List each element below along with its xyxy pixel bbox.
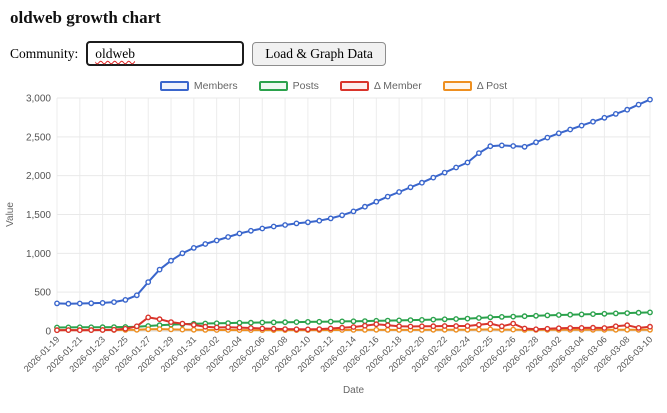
legend-item-member[interactable]: Δ Member xyxy=(339,79,422,92)
legend-swatch-posts xyxy=(258,80,288,91)
series-members[interactable] xyxy=(54,96,653,307)
community-label: Community: xyxy=(10,45,79,61)
legend-swatch-members xyxy=(159,80,189,91)
growth-chart: Members Posts Δ Member Δ Post 0 500 1,000 1,50… xyxy=(0,78,667,410)
legend-item-members[interactable]: Members xyxy=(159,79,238,92)
svg-text:1,000: 1,000 xyxy=(26,249,51,260)
legend-label-member: Δ Member xyxy=(373,79,422,92)
legend-label-posts: Posts xyxy=(292,79,319,92)
legend-label-members: Members xyxy=(193,79,238,92)
community-form: Community: oldweb Load & Graph Data xyxy=(10,41,667,66)
series-points-member[interactable] xyxy=(54,314,653,334)
legend-item-posts[interactable]: Posts xyxy=(258,79,319,92)
chart-grid xyxy=(56,97,651,332)
y-axis-title: Value xyxy=(5,202,16,227)
chart-legend: Members Posts Δ Member Δ Post xyxy=(0,78,667,93)
svg-text:2,500: 2,500 xyxy=(26,132,51,143)
legend-label-post: Δ Post xyxy=(476,79,508,92)
y-axis-tick-labels: 0 500 1,000 1,500 2,000 2,500 3,000 xyxy=(26,94,51,338)
page-title: oldweb growth chart xyxy=(10,8,161,27)
svg-text:1,500: 1,500 xyxy=(26,210,51,221)
legend-item-post[interactable]: Δ Post xyxy=(442,79,508,92)
chart-canvas[interactable]: 0 500 1,000 1,500 2,000 2,500 3,000 2026-01-192… xyxy=(0,93,667,405)
legend-swatch-member xyxy=(339,80,369,91)
svg-text:0: 0 xyxy=(45,327,51,338)
community-input[interactable]: oldweb xyxy=(86,41,245,66)
series-member[interactable] xyxy=(54,314,653,334)
svg-text:2,000: 2,000 xyxy=(26,171,51,182)
x-axis-tick-labels: 2026-01-192026-01-212026-01-232026-01-25… xyxy=(22,334,655,374)
x-axis-title: Date xyxy=(343,385,365,396)
legend-swatch-post xyxy=(442,80,472,91)
community-input-value: oldweb xyxy=(95,46,136,61)
svg-text:3,000: 3,000 xyxy=(26,94,51,105)
load-graph-data-button[interactable]: Load & Graph Data xyxy=(252,41,386,66)
svg-text:500: 500 xyxy=(34,288,51,299)
series-points-members[interactable] xyxy=(54,96,653,307)
